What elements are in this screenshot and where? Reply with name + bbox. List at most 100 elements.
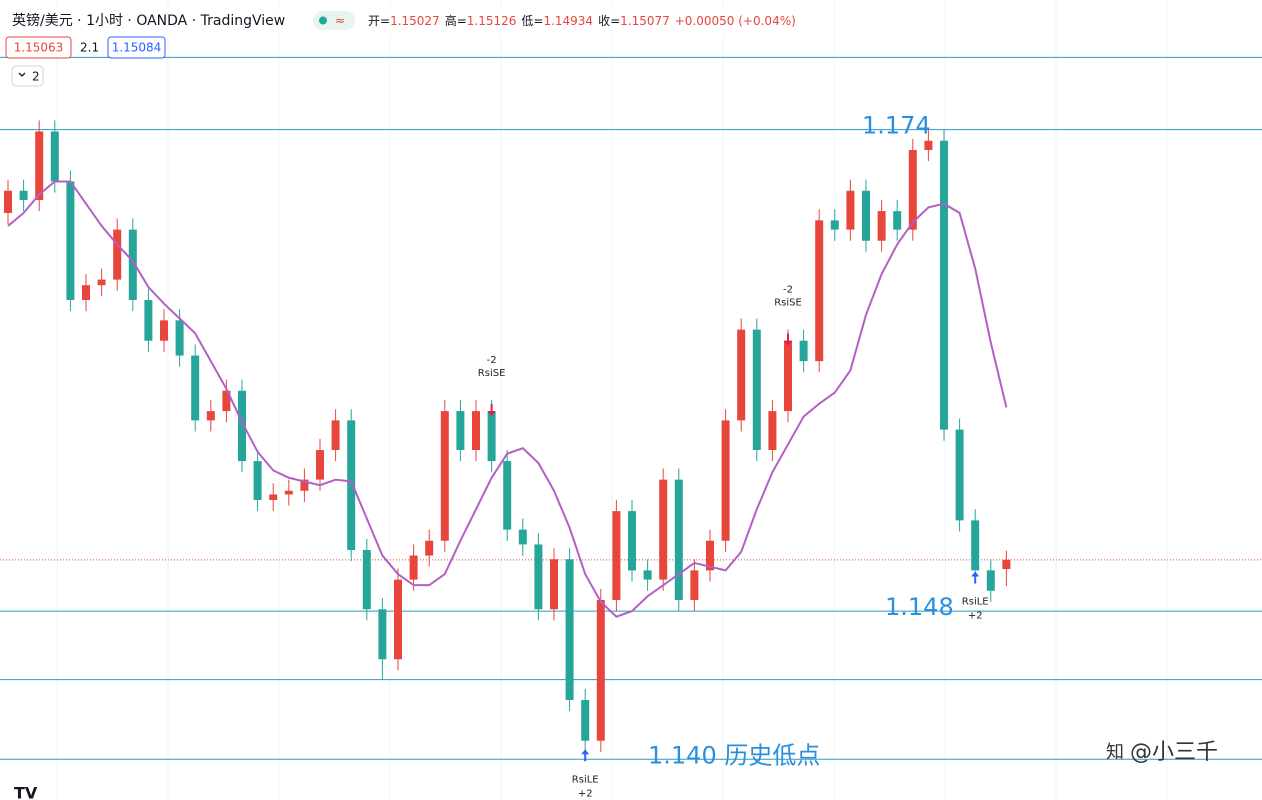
collapse-chevron — [18, 72, 26, 77]
ohlc-readout: 开=1.15027 高=1.15126 低=1.14934 收=1.15077 +0.0… — [368, 13, 796, 28]
candle-body — [300, 479, 309, 491]
indicator-box — [107, 36, 166, 59]
candle-body — [674, 479, 683, 600]
ohlc-label: 收= — [598, 14, 620, 28]
candle-body — [706, 540, 714, 571]
indicator-value: 2.1 — [80, 41, 99, 55]
header-bg — [0, 6, 780, 36]
watermark-icon: 知 — [1106, 742, 1124, 763]
candle-body — [628, 511, 636, 571]
candle-body — [487, 411, 496, 462]
candle-body — [50, 131, 59, 182]
signal-qty: -2 — [487, 355, 497, 366]
candle-body — [409, 555, 418, 580]
candle-body — [908, 150, 917, 230]
candle-body — [284, 490, 293, 495]
candle-body — [144, 300, 153, 341]
candle-body — [362, 550, 371, 610]
candle-body — [35, 131, 44, 200]
candle-body — [815, 220, 824, 362]
status-dot — [319, 16, 327, 25]
candle-body — [82, 285, 90, 300]
signal-name: RsiSE — [478, 368, 506, 379]
candle-body — [222, 390, 231, 412]
candle-body — [191, 355, 200, 421]
candle-body — [971, 520, 980, 571]
candle-body — [128, 229, 137, 300]
ohlc-label: 开= — [368, 14, 390, 28]
ohlc-value: 1.15077 — [620, 14, 670, 28]
collapse-count: 2 — [32, 70, 40, 84]
candle-body — [565, 559, 574, 700]
level-label: 1.148 — [885, 593, 954, 621]
candle-body — [862, 190, 870, 241]
candle-body — [331, 420, 340, 450]
signal-arrow — [784, 333, 792, 346]
status-icon: ≈ — [335, 14, 345, 28]
candle-body — [534, 544, 543, 610]
signal-qty: -2 — [783, 285, 793, 296]
indicator-value: 1.15084 — [112, 41, 162, 55]
candle-body — [518, 529, 527, 545]
candle-body — [893, 211, 902, 230]
signal-name: RsiSE — [774, 298, 802, 309]
signal-qty: +2 — [968, 610, 983, 621]
ohlc-value: 1.15126 — [467, 14, 517, 28]
candle-body — [394, 579, 402, 660]
candle-body — [846, 190, 855, 230]
candle-body — [877, 211, 886, 241]
watermark: @小三千 — [1130, 740, 1218, 765]
tv-logo: TV — [14, 784, 38, 800]
candle-body — [175, 320, 184, 356]
ohlc-label: 低= — [521, 14, 543, 28]
candle-body — [752, 329, 761, 450]
candle-body — [643, 570, 652, 580]
candle-body — [316, 450, 324, 480]
candle-body — [425, 540, 434, 556]
signal-arrow — [581, 749, 590, 762]
candle-body — [768, 411, 777, 450]
signal-name: RsiLE — [572, 774, 599, 785]
level-label: 1.174 — [862, 112, 931, 140]
candle-body — [4, 190, 12, 213]
candle-body — [440, 411, 449, 541]
candle-body — [472, 411, 480, 450]
candle-body — [269, 494, 278, 500]
candle-body — [940, 140, 948, 430]
collapse-button[interactable] — [11, 65, 44, 87]
moving-average — [7, 180, 1008, 618]
candle-body — [721, 420, 730, 541]
candle-body — [253, 461, 262, 500]
candle-body — [612, 511, 621, 600]
signal-arrow — [971, 571, 980, 584]
ohlc-label: 高= — [445, 13, 467, 28]
candle-body — [737, 329, 746, 421]
candle-body — [830, 220, 839, 230]
candle-body — [659, 479, 668, 580]
candle-body — [986, 570, 995, 591]
candle-body — [596, 600, 605, 741]
ohlc-change: +0.00050 (+0.04%) — [675, 14, 796, 28]
candle-body — [550, 559, 558, 610]
candle-body — [160, 320, 168, 341]
candle-body — [378, 609, 387, 660]
level-label: 1.140 历史低点 — [648, 741, 820, 769]
indicator-box — [5, 36, 72, 59]
candle-body — [347, 420, 356, 550]
candle-body — [690, 570, 699, 600]
candle-body — [784, 340, 792, 412]
candle-body — [66, 181, 75, 300]
candle-body — [955, 429, 964, 521]
candle-body — [19, 190, 28, 200]
candle-body — [799, 340, 808, 362]
signal-qty: +2 — [578, 788, 593, 799]
candle-body — [924, 140, 933, 150]
signal-arrow — [487, 404, 496, 416]
candle-body — [238, 390, 246, 462]
candle-body — [97, 279, 106, 286]
chart-title: 英镑/美元 · 1小时 · OANDA · TradingView — [12, 12, 285, 29]
candle-body — [581, 700, 590, 741]
candle-body — [503, 461, 512, 530]
